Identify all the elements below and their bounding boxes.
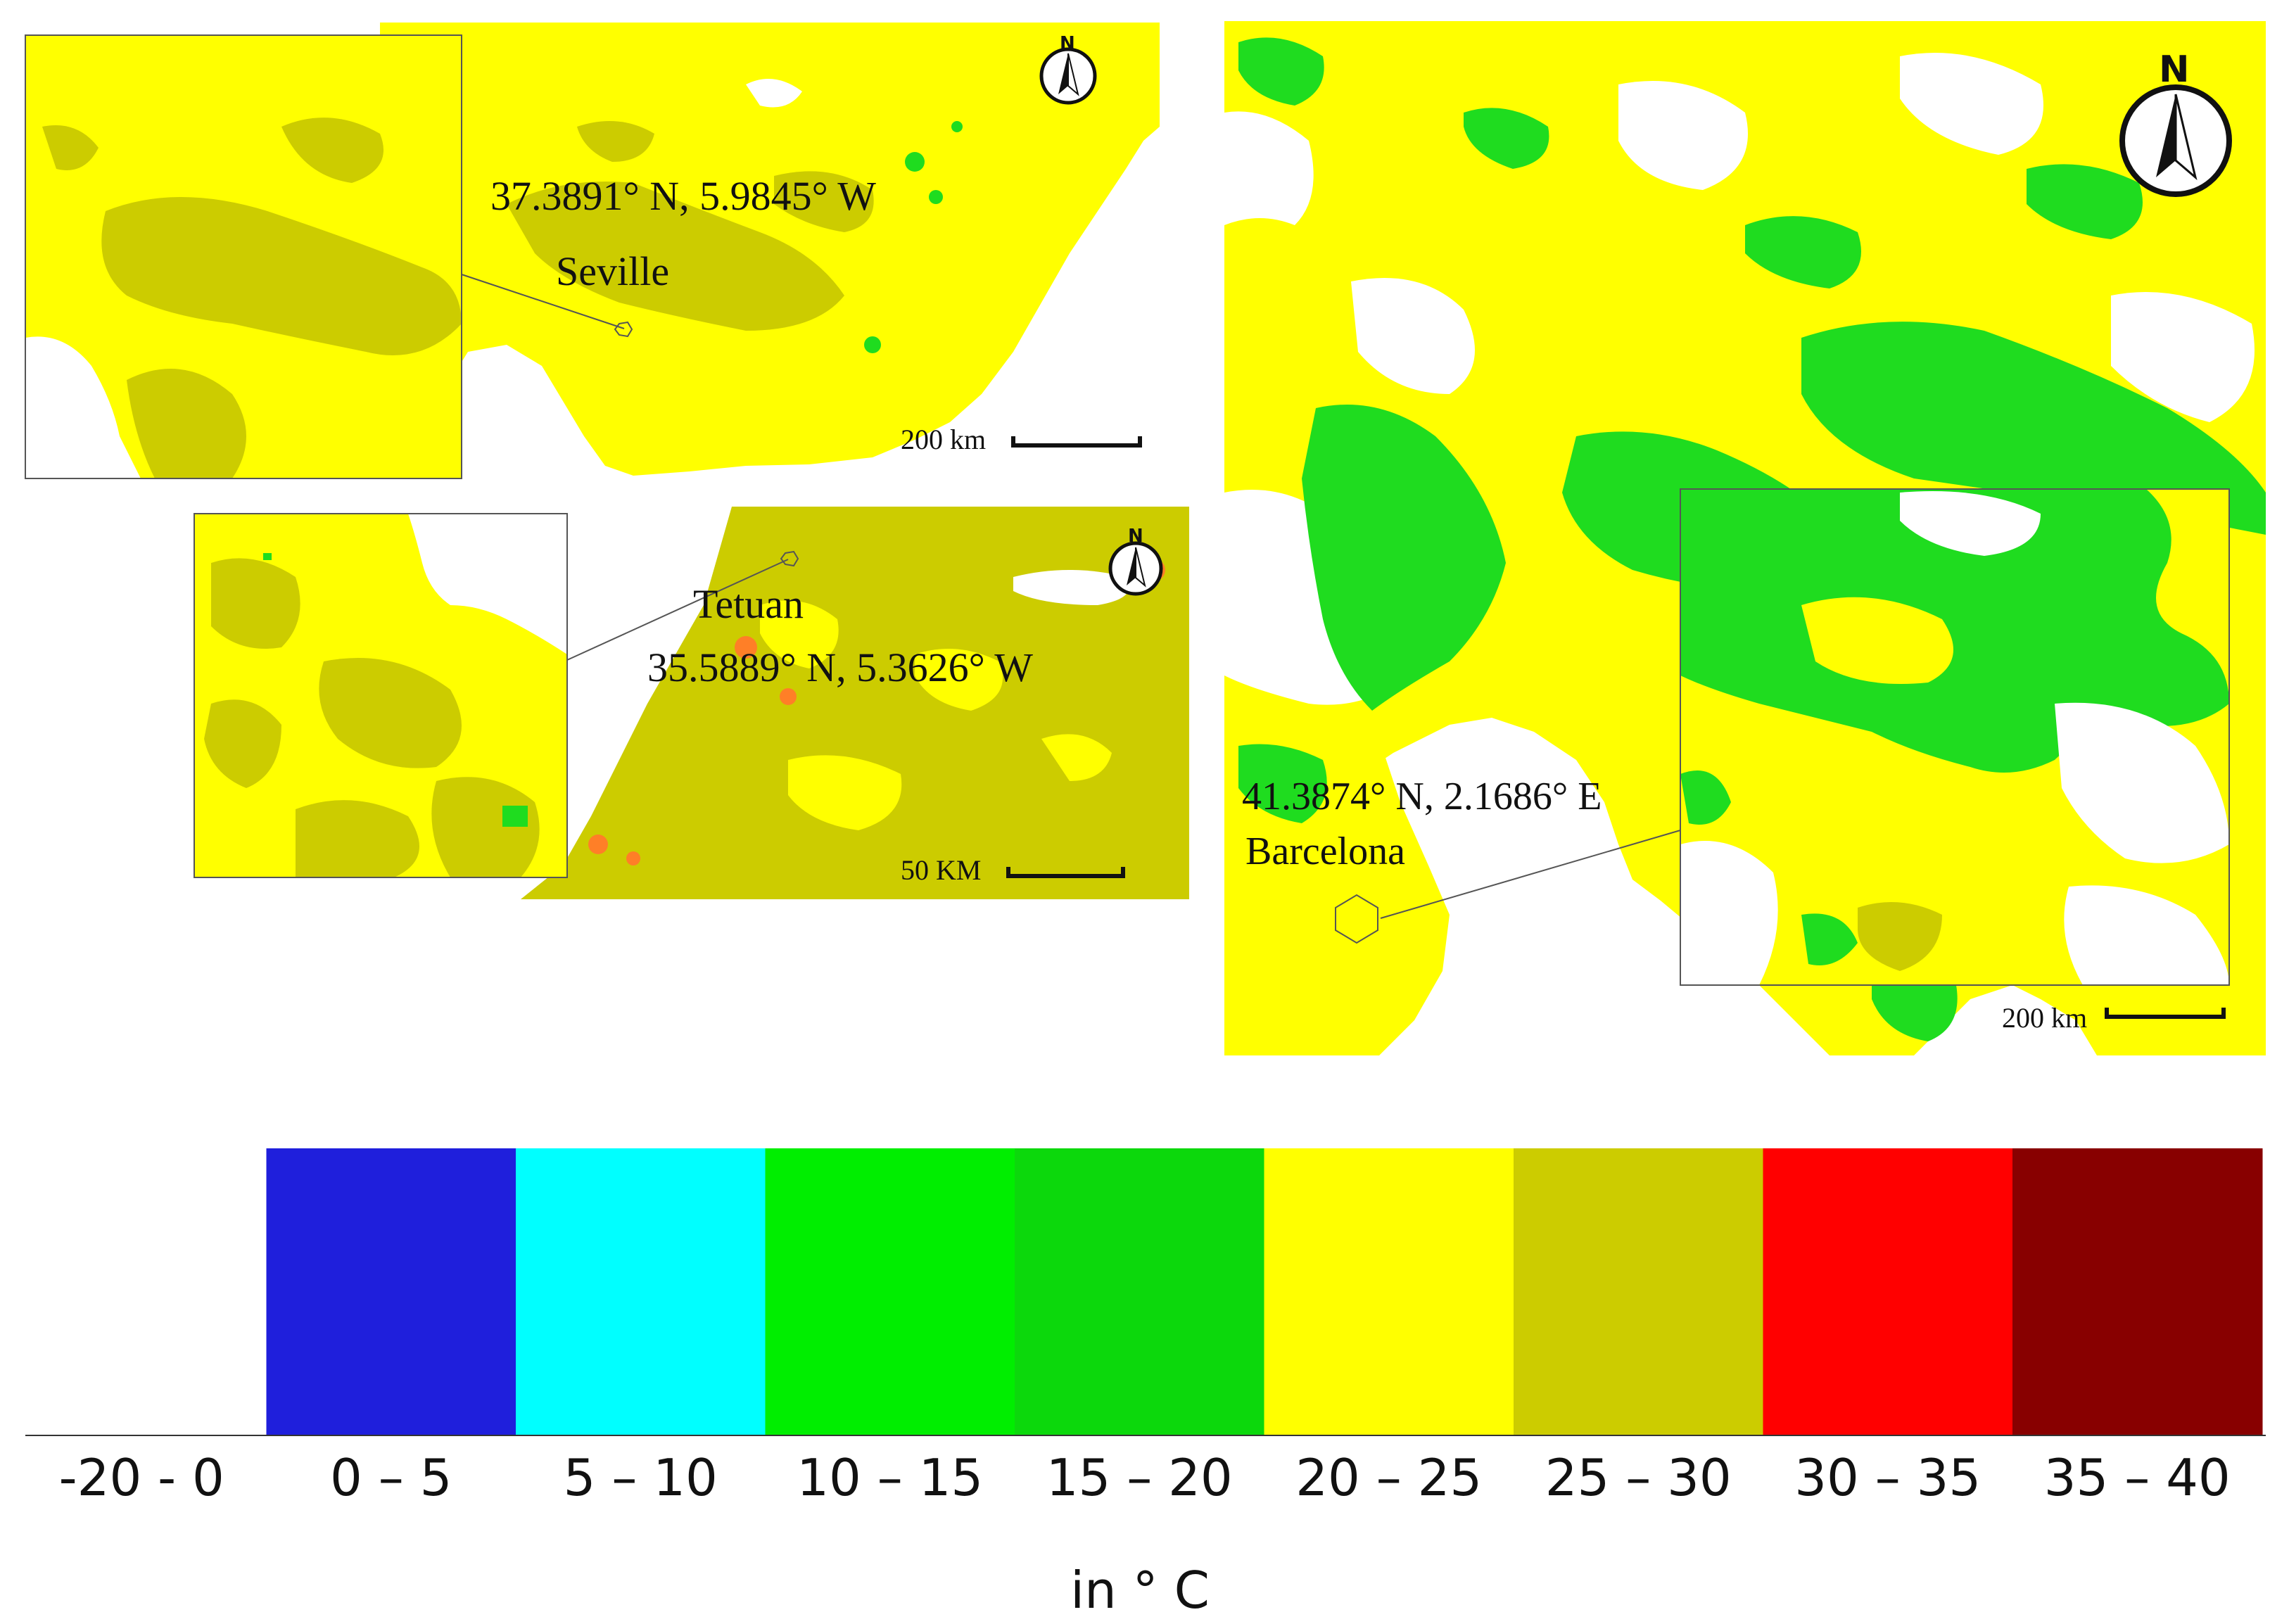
legend-swatch (1514, 1148, 1764, 1435)
legend-class-label: 10 – 15 (797, 1448, 983, 1507)
tetuan-coords-label: 35.5889° N, 5.3626° W (647, 645, 1033, 690)
tetuan-north-label: N (1128, 526, 1143, 547)
seville-inset (25, 118, 462, 478)
tetuan-city-label: Tetuan (693, 581, 804, 627)
legend-unit-label: in ° C (1070, 1561, 1210, 1620)
legend-swatch (17, 1148, 267, 1435)
seville-north-arrow-icon: N (1039, 33, 1097, 105)
seville-scale-label: 200 km (901, 424, 986, 455)
barcelona-inset (1680, 489, 2229, 985)
barcelona-scale-label: 200 km (2002, 1002, 2087, 1034)
legend-swatch (516, 1148, 766, 1435)
tetuan-map-panel: Tetuan 35.5889° N, 5.3626° W 50 KM N (194, 507, 1189, 899)
legend-swatches (17, 1148, 2263, 1435)
seville-city-label: Seville (556, 248, 669, 294)
legend-labels: -20 - 0 0 – 5 5 – 10 10 – 15 15 – 20 20 – 25 2… (59, 1448, 2231, 1507)
legend-class-label: 30 – 35 (1794, 1448, 1981, 1507)
tetuan-scale-label: 50 KM (901, 854, 981, 886)
seville-map-panel: 37.3891° N, 5.9845° W Seville 200 km N (25, 23, 1160, 479)
barcelona-scale-bar: 200 km (2002, 1002, 2226, 1034)
barcelona-city-label: Barcelona (1245, 830, 1405, 873)
seville-north-label: N (1060, 33, 1075, 54)
barcelona-north-arrow-icon: N (2119, 49, 2232, 197)
legend-swatch (1015, 1148, 1265, 1435)
barcelona-coords-label: 41.3874° N, 2.1686° E (1242, 775, 1602, 818)
legend-swatch (1763, 1148, 2013, 1435)
legend-class-label: 5 – 10 (564, 1448, 718, 1507)
legend-swatch (2012, 1148, 2263, 1435)
tetuan-inset (204, 514, 567, 877)
tetuan-map (394, 507, 1189, 899)
temperature-legend: -20 - 0 0 – 5 5 – 10 10 – 15 15 – 20 20 – 25 2… (17, 1148, 2266, 1620)
seville-scale-bar: 200 km (901, 424, 1142, 455)
legend-class-label: 35 – 40 (2044, 1448, 2231, 1507)
legend-class-label: 0 – 5 (330, 1448, 452, 1507)
legend-class-label: 15 – 20 (1046, 1448, 1233, 1507)
tetuan-north-arrow-icon: N (1108, 526, 1163, 596)
barcelona-north-label: N (2159, 49, 2190, 91)
legend-swatch (266, 1148, 516, 1435)
tetuan-scale-bar: 50 KM (901, 854, 1125, 886)
legend-swatch (1264, 1148, 1514, 1435)
seville-coords-label: 37.3891° N, 5.9845° W (490, 173, 876, 219)
legend-class-label: -20 - 0 (59, 1448, 224, 1507)
legend-class-label: 20 – 25 (1295, 1448, 1482, 1507)
barcelona-map-panel: 41.3874° N, 2.1686° E Barcelona 200 km N (1224, 21, 2266, 1055)
legend-class-label: 25 – 30 (1545, 1448, 1732, 1507)
legend-swatch (765, 1148, 1015, 1435)
